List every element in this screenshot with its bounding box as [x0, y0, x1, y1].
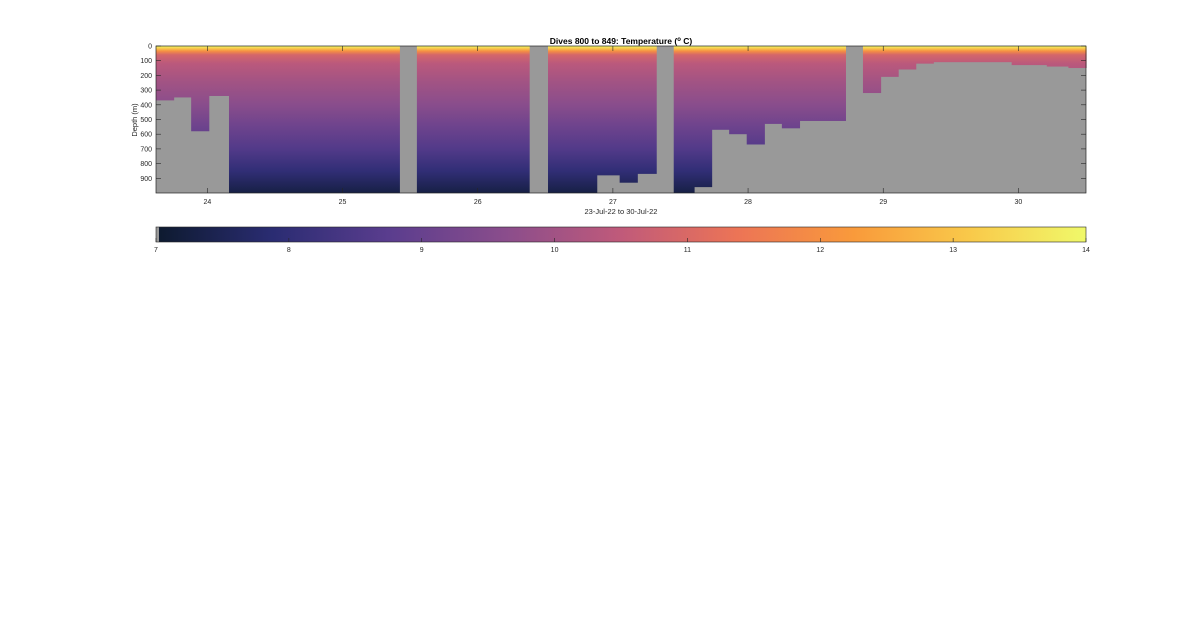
dive-profile-column: [473, 46, 503, 193]
y-tick-label: 800: [140, 161, 152, 168]
colorbar: [156, 227, 1086, 242]
dive-profile-column: [345, 46, 375, 193]
colorbar-tick-label: 12: [816, 247, 824, 254]
y-tick-label: 200: [140, 73, 152, 80]
y-tick-label: 500: [140, 117, 152, 124]
dive-profile-column: [862, 46, 882, 94]
chart-title: Dives 800 to 849: Temperature (o C): [550, 36, 693, 46]
dive-profile-column: [228, 46, 258, 193]
dive-profile-column: [156, 46, 175, 101]
colorbar-tick-label: 11: [684, 247, 691, 254]
y-tick-label: 400: [140, 102, 152, 109]
y-tick-label: 700: [140, 146, 152, 153]
dive-profile-column: [915, 46, 934, 64]
y-axis-label: Depth (m): [130, 103, 139, 137]
dive-profile-column: [416, 46, 446, 193]
dive-profile-column: [285, 46, 317, 193]
title-main: Dives 800 to 849: Temperature (: [550, 36, 678, 46]
colorbar-tick-label: 14: [1082, 247, 1090, 254]
colorbar-tick-label: 13: [949, 247, 957, 254]
dive-profile-column: [1011, 46, 1048, 66]
y-tick-label: 100: [140, 58, 152, 65]
y-tick-label: 0: [148, 44, 152, 51]
dive-profile-column: [711, 46, 730, 130]
dive-profile-column: [898, 46, 917, 70]
colorbar-tick-label: 7: [154, 247, 158, 254]
x-tick-label: 27: [609, 199, 617, 206]
dive-profile-column: [746, 46, 765, 145]
colorbar-tick-label: 10: [551, 247, 559, 254]
x-tick-label: 25: [339, 199, 347, 206]
dive-profile-column: [764, 46, 783, 124]
dive-profile-column: [799, 46, 846, 121]
dive-profile-column: [880, 46, 899, 77]
dive-profile-column: [572, 46, 598, 193]
title-superscript: o: [677, 37, 681, 43]
dive-profile-column: [637, 46, 657, 174]
dive-profile-column: [257, 46, 287, 193]
x-axis-label: 23-Jul-22 to 30-Jul-22: [585, 207, 658, 216]
colorbar-tick-label: 8: [287, 247, 291, 254]
title-unit: C): [681, 36, 693, 46]
dive-profile-column: [1068, 46, 1087, 69]
dive-profile-column: [502, 46, 530, 193]
dive-profile-column: [445, 46, 475, 193]
y-tick-label: 300: [140, 88, 152, 95]
x-tick-label: 28: [744, 199, 752, 206]
x-tick-label: 24: [203, 199, 211, 206]
x-tick-label: 29: [879, 199, 887, 206]
dive-profile-column: [781, 46, 801, 129]
dive-profile-column: [1046, 46, 1070, 67]
dive-profile-column: [173, 46, 192, 98]
dive-profile-column: [315, 46, 346, 193]
dive-profile-column: [673, 46, 695, 193]
dive-profile-column: [191, 46, 210, 132]
dive-profile-column: [619, 46, 638, 183]
colorbar-frame: [155, 226, 1087, 243]
y-tick-label: 600: [140, 132, 152, 139]
dive-profile-column: [548, 46, 573, 193]
dive-profile-column: [208, 46, 230, 96]
colorbar-tick-label: 9: [420, 247, 424, 254]
dive-profile-column: [693, 46, 713, 188]
x-tick-label: 30: [1015, 199, 1023, 206]
y-tick-label: 900: [140, 176, 152, 183]
colorbar-nodata-swatch: [156, 227, 159, 242]
dive-profile-column: [933, 46, 1013, 63]
dive-profile-column: [729, 46, 748, 135]
x-tick-label: 26: [474, 199, 482, 206]
dive-profile-column: [373, 46, 400, 193]
dive-profile-column: [596, 46, 621, 176]
